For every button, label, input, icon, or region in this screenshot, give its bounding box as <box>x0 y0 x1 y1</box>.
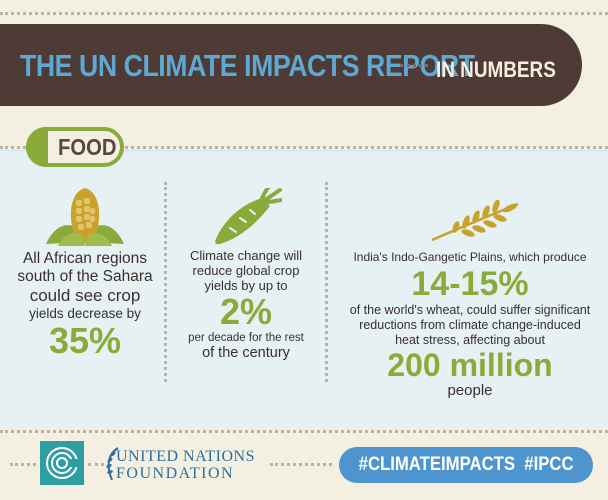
section-label: FOOD <box>58 134 117 160</box>
india-text-line-1: India's Indo-Gangetic Plains, which prod… <box>353 250 587 264</box>
global-text-line-1: Climate change will <box>190 248 302 263</box>
africa-text-line-2: south of the Sahara <box>17 268 153 285</box>
section-label-pill: FOOD <box>26 127 124 167</box>
footer-dotted-divider <box>0 430 608 433</box>
pill-tab <box>26 127 48 167</box>
section-dotted-divider <box>0 146 608 149</box>
un-foundation-logo-text: UNITED NATIONS FOUNDATION <box>116 448 255 482</box>
india-text-line-3: reductions from climate change-induced <box>359 318 581 332</box>
hashtag-text: #CLIMATEIMPACTS #IPCC <box>358 454 574 475</box>
footer-dots-mid <box>88 463 104 466</box>
global-text-line-2: reduce global crop <box>192 263 300 278</box>
carrot-icon <box>215 188 282 245</box>
content-panel <box>0 150 608 428</box>
global-stat: 2% <box>219 291 273 332</box>
org-line-2: FOUNDATION <box>116 465 235 482</box>
india-text-line-2: of the world's wheat, could suffer signi… <box>349 303 591 317</box>
header-banner: THE UN CLIMATE IMPACTS REPORT IN NUMBERS <box>0 24 582 106</box>
stat-column-global: Climate change will reduce global crop y… <box>176 248 316 362</box>
hashtag-badge: #CLIMATEIMPACTS #IPCC <box>339 447 593 483</box>
column-divider-2 <box>325 182 328 382</box>
africa-text-line-1: All African regions <box>22 250 148 267</box>
global-text-line-3: yields by up to <box>204 278 288 293</box>
top-dotted-divider <box>0 12 608 15</box>
org-line-1: UNITED NATIONS <box>116 448 255 465</box>
global-text-line-5: of the century <box>202 345 290 361</box>
india-text-line-4: heat stress, affecting about <box>395 333 545 347</box>
page-subtitle: IN NUMBERS <box>436 57 556 82</box>
africa-text-line-3: could see crop <box>29 286 141 305</box>
column-divider-1 <box>164 182 167 382</box>
india-stat-2: 200 million <box>387 347 553 383</box>
stat-column-africa: All African regions south of the Sahara … <box>10 250 160 361</box>
un-emblem-icon <box>106 447 119 481</box>
global-text-line-4: per decade for the rest <box>188 332 304 344</box>
wheat-icon <box>431 200 519 242</box>
africa-stat: 35% <box>48 320 122 361</box>
page-title: THE UN CLIMATE IMPACTS REPORT <box>20 48 475 83</box>
ipcc-logo-icon <box>40 441 84 485</box>
india-stat-1: 14-15% <box>411 265 529 303</box>
footer-dots-left <box>10 463 36 466</box>
corn-icon <box>46 188 124 246</box>
header-dotted-line <box>400 64 428 67</box>
stat-column-india: India's Indo-Gangetic Plains, which prod… <box>340 250 600 400</box>
footer-dots-right <box>270 463 332 466</box>
india-text-line-5: people <box>447 382 493 399</box>
africa-text-line-4: yields decrease by <box>29 306 141 321</box>
